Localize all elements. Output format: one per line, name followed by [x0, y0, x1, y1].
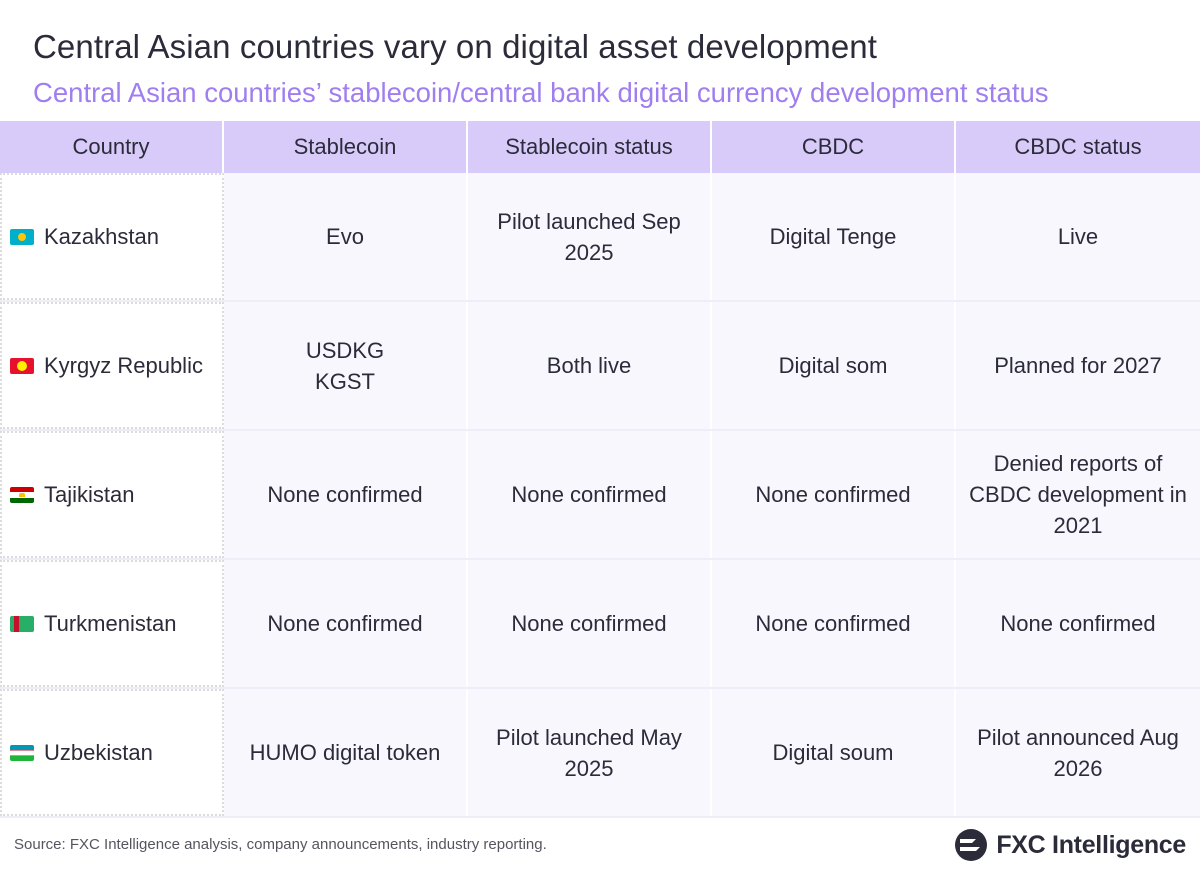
status-table: Country Stablecoin Stablecoin status CBD… [0, 121, 1200, 818]
table-row: Tajikistan None confirmed None confirmed… [0, 431, 1200, 560]
cbdc-status-cell: Denied reports of CBDC development in 20… [956, 431, 1200, 558]
turkmenistan-flag-icon [10, 615, 34, 632]
table-header: Country Stablecoin Stablecoin status CBD… [0, 121, 1200, 173]
stablecoin-cell: USDKG KGST [224, 302, 468, 429]
cbdc-status-cell: None confirmed [956, 560, 1200, 687]
column-header-country: Country [0, 121, 224, 173]
tajikistan-flag-icon [10, 486, 34, 503]
stablecoin-status-cell: None confirmed [468, 560, 712, 687]
cbdc-cell: Digital Tenge [712, 173, 956, 300]
country-cell: Kazakhstan [0, 173, 224, 300]
country-name: Kazakhstan [44, 224, 159, 249]
country-name: Turkmenistan [44, 611, 177, 636]
country-name: Kyrgyz Republic [44, 353, 203, 378]
country-cell: Turkmenistan [0, 560, 224, 687]
column-header-stablecoin-status: Stablecoin status [468, 121, 712, 173]
fxc-logo-icon [955, 829, 988, 861]
chart-subtitle: Central Asian countries’ stablecoin/cent… [33, 77, 1049, 108]
table-row: Uzbekistan HUMO digital token Pilot laun… [0, 689, 1200, 818]
country-name: Tajikistan [44, 482, 135, 507]
country-cell: Tajikistan [0, 431, 224, 558]
cbdc-status-cell: Pilot announced Aug 2026 [956, 689, 1200, 816]
column-header-stablecoin: Stablecoin [224, 121, 468, 173]
table-row: Turkmenistan None confirmed None confirm… [0, 560, 1200, 689]
stablecoin-status-cell: Pilot launched Sep 2025 [468, 173, 712, 300]
cbdc-status-cell: Planned for 2027 [956, 302, 1200, 429]
column-header-cbdc-status: CBDC status [956, 121, 1200, 173]
country-cell: Kyrgyz Republic [0, 302, 224, 429]
stablecoin-status-cell: Both live [468, 302, 712, 429]
source-note: Source: FXC Intelligence analysis, compa… [14, 836, 547, 853]
stablecoin-cell: None confirmed [224, 560, 468, 687]
chart-title: Central Asian countries vary on digital … [33, 28, 877, 65]
cbdc-cell: Digital soum [712, 689, 956, 816]
cbdc-cell: None confirmed [712, 560, 956, 687]
cbdc-status-cell: Live [956, 173, 1200, 300]
cbdc-cell: Digital som [712, 302, 956, 429]
stablecoin-cell: None confirmed [224, 431, 468, 558]
fxc-logo: FXC Intelligence [954, 828, 1186, 862]
table-row: Kyrgyz Republic USDKG KGST Both live Dig… [0, 302, 1200, 431]
kyrgyz-flag-icon [10, 357, 34, 374]
stablecoin-cell: HUMO digital token [224, 689, 468, 816]
logo-text: FXC Intelligence [996, 830, 1186, 859]
table-row: Kazakhstan Evo Pilot launched Sep 2025 D… [0, 173, 1200, 302]
country-cell: Uzbekistan [0, 689, 224, 816]
stablecoin-cell: Evo [224, 173, 468, 300]
country-name: Uzbekistan [44, 740, 153, 765]
stablecoin-status-cell: Pilot launched May 2025 [468, 689, 712, 816]
cbdc-cell: None confirmed [712, 431, 956, 558]
column-header-cbdc: CBDC [712, 121, 956, 173]
uzbekistan-flag-icon [10, 744, 34, 761]
stablecoin-status-cell: None confirmed [468, 431, 712, 558]
kazakhstan-flag-icon [10, 228, 34, 245]
